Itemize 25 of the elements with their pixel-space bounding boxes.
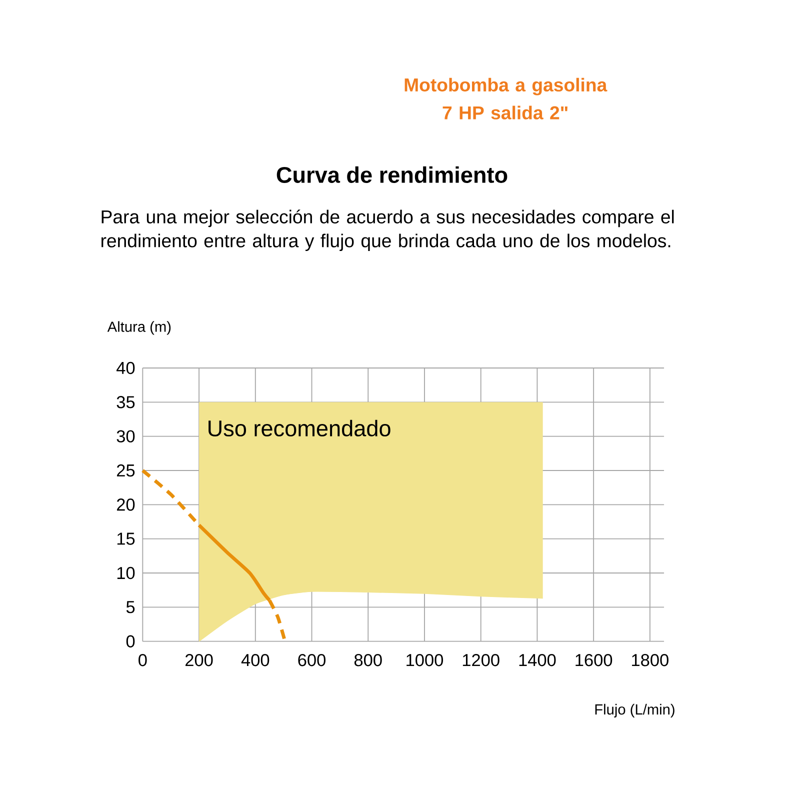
x-tick-label: 1000 bbox=[406, 654, 444, 666]
x-tick-label: 1400 bbox=[519, 654, 556, 666]
x-tick-label: 1800 bbox=[632, 654, 668, 666]
x-tick-label: 1200 bbox=[462, 654, 500, 666]
y-tick-label: 40 bbox=[116, 362, 135, 374]
chart-subtitle: Curva de rendimiento bbox=[276, 166, 508, 183]
chart-title: Motobomba a gasolina 7 HP salida 2" bbox=[404, 78, 608, 120]
x-tick-label: 400 bbox=[241, 654, 270, 666]
text: Para una mejor selección de acuerdo a sus necesidades compare el rendimiento entre altura y flujo que brinda cada uno de los modelos. bbox=[102, 210, 674, 252]
x-axis-title: Flujo (L/min) bbox=[595, 704, 674, 718]
x-tick-label: 1600 bbox=[576, 654, 612, 666]
y-tick-label: 35 bbox=[116, 396, 135, 408]
y-axis-title: Altura (m) bbox=[107, 321, 171, 335]
y-tick-label: 20 bbox=[116, 498, 135, 511]
annotation: Uso recomendado bbox=[208, 420, 390, 436]
y-tick-label: 30 bbox=[116, 430, 135, 442]
y-tick-label: 15 bbox=[117, 532, 135, 545]
x-tick-label: 0 bbox=[138, 654, 147, 666]
x-tick-label: 200 bbox=[186, 654, 213, 666]
x-tick-label: 800 bbox=[354, 654, 382, 666]
x-tick-label: 600 bbox=[298, 654, 326, 666]
y-tick-label: 5 bbox=[126, 601, 135, 614]
y-tick-label: 25 bbox=[116, 464, 135, 477]
y-tick-label: 10 bbox=[117, 566, 135, 580]
y-tick-label: 0 bbox=[126, 635, 135, 648]
